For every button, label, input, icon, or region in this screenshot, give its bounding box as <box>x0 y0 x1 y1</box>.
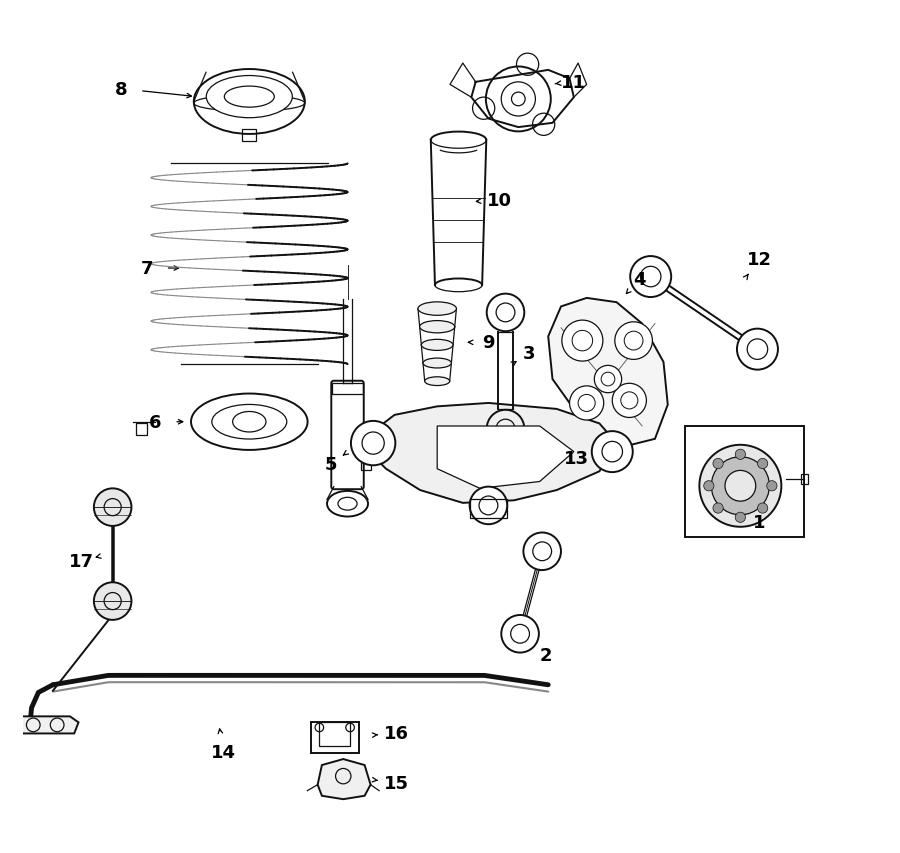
Bar <box>361 457 372 470</box>
Bar <box>136 424 147 435</box>
Polygon shape <box>369 403 616 503</box>
Bar <box>320 722 350 746</box>
Circle shape <box>524 533 561 571</box>
Circle shape <box>592 432 633 473</box>
Ellipse shape <box>421 340 453 351</box>
Circle shape <box>570 386 604 421</box>
Text: 15: 15 <box>383 774 409 792</box>
Circle shape <box>594 366 622 393</box>
Ellipse shape <box>419 322 454 334</box>
Bar <box>242 130 256 142</box>
Circle shape <box>758 503 768 514</box>
Circle shape <box>562 321 603 362</box>
Circle shape <box>699 445 781 527</box>
Circle shape <box>470 487 508 525</box>
Circle shape <box>615 322 652 360</box>
Circle shape <box>351 421 395 466</box>
Bar <box>801 474 808 485</box>
Circle shape <box>725 471 756 502</box>
Text: 7: 7 <box>140 259 153 278</box>
Text: 14: 14 <box>212 743 236 762</box>
Text: 11: 11 <box>562 73 586 92</box>
Bar <box>310 722 358 753</box>
Circle shape <box>737 329 778 370</box>
Ellipse shape <box>423 358 452 368</box>
Text: 2: 2 <box>539 646 552 664</box>
Bar <box>685 426 805 537</box>
Ellipse shape <box>418 303 456 316</box>
Circle shape <box>612 384 646 418</box>
Text: 12: 12 <box>747 251 771 270</box>
Polygon shape <box>318 759 371 799</box>
Bar <box>332 384 363 394</box>
Text: 10: 10 <box>487 191 512 210</box>
Circle shape <box>94 583 131 620</box>
Circle shape <box>501 615 539 653</box>
Circle shape <box>713 459 724 469</box>
Circle shape <box>735 450 745 460</box>
Circle shape <box>758 459 768 469</box>
Circle shape <box>711 457 770 515</box>
Polygon shape <box>437 426 574 489</box>
Text: 8: 8 <box>115 80 128 99</box>
Text: 9: 9 <box>482 334 495 352</box>
Text: 16: 16 <box>383 724 409 743</box>
Text: 4: 4 <box>634 270 646 289</box>
Ellipse shape <box>206 77 292 119</box>
Bar <box>470 500 508 519</box>
Text: 1: 1 <box>753 513 765 531</box>
Circle shape <box>94 489 131 526</box>
Text: 13: 13 <box>564 450 589 468</box>
Text: 6: 6 <box>149 413 162 432</box>
Circle shape <box>630 257 671 298</box>
Text: 17: 17 <box>68 552 94 571</box>
Circle shape <box>704 481 714 491</box>
Ellipse shape <box>425 377 450 386</box>
Circle shape <box>735 513 745 523</box>
Text: 5: 5 <box>324 456 337 474</box>
Circle shape <box>767 481 777 491</box>
Circle shape <box>713 503 724 514</box>
Text: 3: 3 <box>522 345 535 363</box>
Polygon shape <box>548 299 668 448</box>
Polygon shape <box>14 717 78 734</box>
